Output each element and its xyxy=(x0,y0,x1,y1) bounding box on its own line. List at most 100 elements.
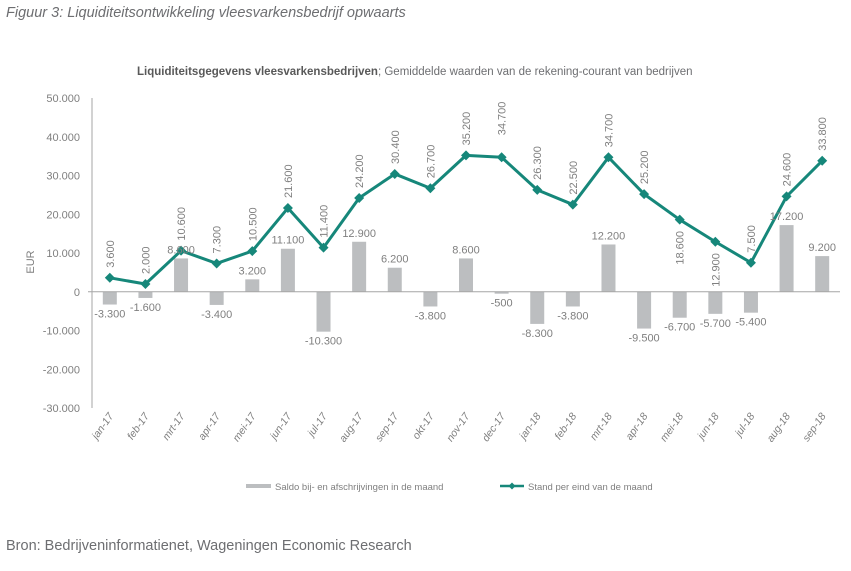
line-data-label: 35.200 xyxy=(461,112,473,146)
x-tick-label: sep-18 xyxy=(800,411,828,444)
bar xyxy=(708,291,723,314)
line-marker xyxy=(425,183,436,194)
y-tick-label: 30.000 xyxy=(46,171,80,183)
y-axis-label: EUR xyxy=(25,250,37,273)
legend-swatch-bar xyxy=(246,484,271,488)
line-marker xyxy=(211,258,222,269)
bar xyxy=(601,244,616,292)
x-tick-label: aug-18 xyxy=(764,411,793,445)
bar xyxy=(138,291,153,298)
x-tick-label: jul-18 xyxy=(732,411,758,441)
line-data-label: 26.300 xyxy=(532,146,544,180)
source-note: Bron: Bedrijveninformatienet, Wageningen… xyxy=(6,538,412,554)
line-data-label: 18.600 xyxy=(675,231,687,265)
line-marker xyxy=(389,168,400,179)
x-tick-label: nov-17 xyxy=(444,410,473,444)
line-data-label: 3.600 xyxy=(105,240,117,268)
line-marker xyxy=(104,272,115,283)
bar-data-label: -8.300 xyxy=(522,328,553,340)
bar-data-label: 17.200 xyxy=(770,211,804,223)
x-tick-label: mrt-18 xyxy=(588,411,615,443)
data-labels: -3.300 -1.600 8.600 -3.400 3.200 11.100 -10.30… xyxy=(94,102,836,348)
x-tick-label: feb-17 xyxy=(125,410,153,442)
bar-data-label: 6.200 xyxy=(381,254,409,266)
bar xyxy=(245,279,260,292)
x-tick-label: mei-18 xyxy=(658,411,686,444)
bar xyxy=(209,291,224,305)
bar-data-label: -3.300 xyxy=(94,309,125,321)
line-marker xyxy=(781,191,792,202)
chart-title-rest: ; Gemiddelde waarden van de rekening-cou… xyxy=(378,66,693,78)
x-tick-label: jun-18 xyxy=(694,411,722,444)
bar-data-label: -5.700 xyxy=(700,318,731,330)
line-data-label: 21.600 xyxy=(283,164,295,198)
figure-caption: Figuur 3: Liquiditeitsontwikkeling vlees… xyxy=(6,5,406,21)
line-marker xyxy=(318,242,329,253)
bar-data-label: -10.300 xyxy=(305,336,342,348)
y-tick-label: -10.000 xyxy=(43,326,80,338)
bar-data-label: -3.800 xyxy=(557,310,588,322)
bar xyxy=(423,291,438,307)
bar xyxy=(565,291,580,307)
legend-label-bar: Saldo bij- en afschrijvingen in de maand xyxy=(275,482,443,493)
x-tick-label: aug-17 xyxy=(337,410,366,445)
bar-data-label: -6.700 xyxy=(664,322,695,334)
x-tick-label: mrt-17 xyxy=(160,410,188,443)
legend-marker-icon xyxy=(508,482,516,490)
y-tick-label: 0 xyxy=(74,287,80,299)
line-data-label: 24.200 xyxy=(354,154,366,188)
line-data-label: 7.300 xyxy=(212,226,224,254)
line-data-label: 25.200 xyxy=(639,150,651,184)
line-data-label: 11.400 xyxy=(319,205,331,238)
line-series xyxy=(104,150,828,289)
bar-data-label: 8.600 xyxy=(452,244,480,256)
line-marker xyxy=(710,236,721,247)
x-tick-label: jun-17 xyxy=(267,410,295,443)
bar-series xyxy=(102,225,830,332)
bar xyxy=(280,248,295,292)
x-tick-label: jan-18 xyxy=(516,411,544,444)
x-tick-label: okt-17 xyxy=(410,410,437,442)
line-marker xyxy=(247,246,258,257)
line-data-label: 30.400 xyxy=(390,130,402,164)
bar-data-label: 3.200 xyxy=(239,265,267,277)
line-data-label: 34.700 xyxy=(603,114,615,148)
line-data-label: 10.600 xyxy=(176,207,188,241)
bar xyxy=(779,225,794,292)
bar xyxy=(672,291,687,318)
line-marker xyxy=(461,150,471,161)
bar xyxy=(743,291,758,313)
bar xyxy=(352,241,367,292)
x-tick-label: mei-17 xyxy=(230,410,259,444)
line-data-label: 12.900 xyxy=(710,253,722,287)
bar xyxy=(494,291,509,294)
line-data-label: 2.000 xyxy=(140,246,152,274)
x-tick-label: feb-18 xyxy=(552,411,579,442)
line-marker xyxy=(532,184,543,195)
bar-data-label: -3.400 xyxy=(201,309,232,321)
line-data-label: 33.800 xyxy=(817,117,829,151)
x-tick-label: apr-18 xyxy=(623,411,650,443)
line-marker xyxy=(282,203,293,214)
bar-data-label: 11.100 xyxy=(271,235,304,247)
x-tick-label: jan-17 xyxy=(89,410,117,443)
bar xyxy=(316,291,331,332)
chart-title: Liquiditeitsgegevens vleesvarkensbedrijv… xyxy=(137,66,693,78)
bar xyxy=(637,291,652,329)
line-marker xyxy=(817,155,828,166)
y-tick-label: 10.000 xyxy=(46,248,80,260)
bar xyxy=(530,291,545,324)
legend-label-line: Stand per eind van de maand xyxy=(528,482,653,493)
bar-data-label: -5.400 xyxy=(735,317,766,329)
axes xyxy=(88,98,840,408)
bar xyxy=(387,267,402,292)
bar-data-label: -1.600 xyxy=(130,302,161,314)
line-marker xyxy=(639,189,650,200)
y-tick-label: 20.000 xyxy=(46,209,80,221)
bar xyxy=(174,258,189,292)
line-data-label: 10.500 xyxy=(247,207,259,241)
line-marker xyxy=(567,199,578,210)
bar-data-label: -3.800 xyxy=(415,310,446,322)
bar-data-label: -9.500 xyxy=(628,333,659,345)
line-data-label: 7.500 xyxy=(746,225,758,253)
